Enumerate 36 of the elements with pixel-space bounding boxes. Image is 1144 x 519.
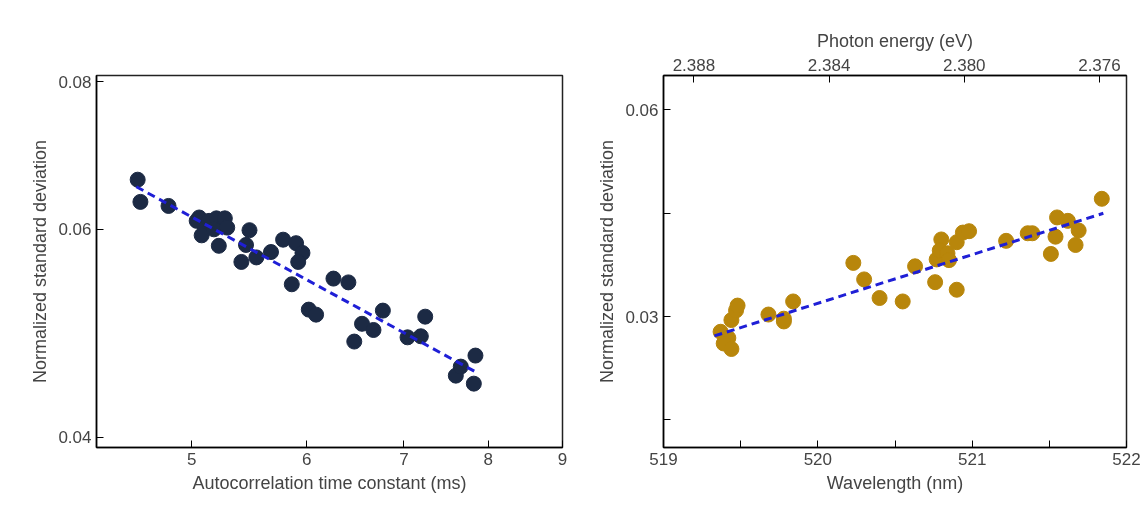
point [871,290,888,306]
x-tick-label: 519 [649,449,678,469]
point [948,281,965,298]
x-tick-label: 5 [186,449,197,469]
point [1047,228,1064,245]
point [856,271,873,288]
point [1093,190,1110,207]
y-tick-label: 0.08 [58,72,92,92]
x2-tick-label: 2.388 [672,55,716,75]
x-axis-title: Autocorrelation time constant (ms) [192,472,467,493]
x-tick-label: 7 [399,449,409,469]
point [1067,236,1084,253]
x-tick-label: 520 [803,449,833,469]
point [894,293,911,310]
x-tick-label: 8 [483,449,493,469]
point [927,274,944,291]
y-tick-label: 0.04 [58,428,92,448]
point [1042,245,1059,262]
point [785,293,802,310]
x2-axis-title: Photon energy (eV) [816,30,974,51]
y-tick-label: 0.03 [625,307,659,327]
x2-tick-label: 2.376 [1078,55,1121,75]
x-tick-label: 522 [1112,449,1141,469]
x2-tick-label: 2.384 [807,55,851,75]
y-tick-label: 0.06 [625,100,659,120]
x2-tick-label: 2.380 [943,55,986,75]
point [1070,222,1087,239]
point [845,254,862,271]
y-tick-label: 0.06 [58,220,92,240]
x-tick-label: 6 [301,449,312,469]
x-tick-label: 9 [557,449,568,469]
x-tick-label: 521 [957,449,987,469]
x-axis-title: Wavelength (nm) [826,472,964,493]
y-axis-title: Normalized standard deviation [597,139,618,384]
point [723,341,740,357]
y-axis-title: Normalized standard deviation [30,139,51,384]
